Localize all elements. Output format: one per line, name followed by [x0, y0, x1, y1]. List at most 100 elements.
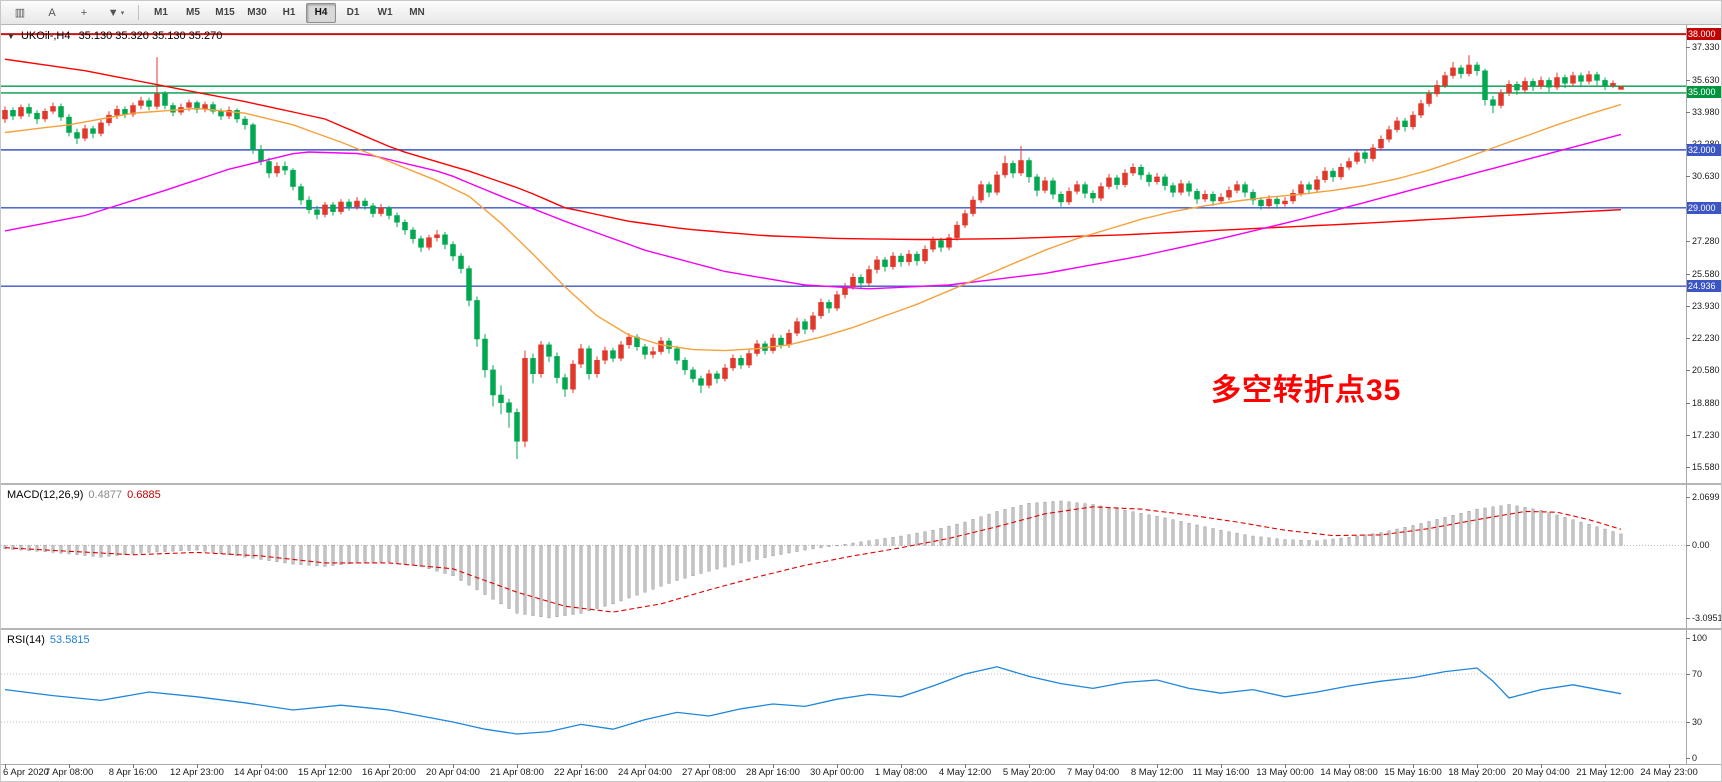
time-axis-label: 21 Apr 08:00: [490, 767, 544, 778]
axis-tick: [965, 764, 966, 768]
chart-type-icon[interactable]: ▼ ▾: [101, 3, 131, 23]
chart-type-glyph: ▼: [107, 6, 119, 19]
time-axis-label: 14 Apr 04:00: [234, 767, 288, 778]
crosshair-tool-icon[interactable]: +: [80, 6, 88, 19]
time-axis-label: 5 May 20:00: [1002, 767, 1056, 778]
price-axis-label: 27.280: [1692, 235, 1720, 246]
axis-tick: [69, 764, 70, 768]
macd-chart-svg[interactable]: [1, 485, 1722, 628]
axis-tick: [1686, 617, 1690, 619]
timeframe-button-m15[interactable]: M15: [215, 7, 235, 18]
chart-annotation[interactable]: 多空转折点35: [1211, 374, 1402, 407]
panel-splitter[interactable]: [1, 483, 1721, 485]
text-tool-icon[interactable]: A: [48, 6, 56, 19]
collapse-arrow-icon[interactable]: ▼: [7, 32, 15, 41]
price-axis-label: 37.330: [1692, 42, 1720, 52]
chart-window-icon[interactable]: ▥: [14, 7, 26, 19]
axis-tick: [1686, 403, 1690, 405]
rsi-indicator-label: RSI(14) 53.5815: [7, 634, 90, 646]
rsi-panel[interactable]: [1, 630, 1722, 764]
symbol-period-label: UKOil-,H4: [20, 30, 71, 42]
axis-tick: [1349, 764, 1350, 768]
time-axis-label: 7 May 04:00: [1066, 767, 1120, 778]
timeframe-button-m1[interactable]: M1: [154, 7, 168, 18]
time-axis-label: 7 Apr 08:00: [44, 767, 94, 778]
price-chart-panel[interactable]: [1, 25, 1722, 483]
axis-tick: [517, 764, 518, 768]
axis-tick: [1686, 79, 1690, 81]
time-axis-label: 30 Apr 00:00: [810, 767, 864, 778]
axis-tick: [773, 764, 774, 768]
timeframe-button-m30[interactable]: M30: [247, 7, 267, 18]
price-axis-label: 15.580: [1692, 461, 1720, 472]
price-axis-label: 23.930: [1692, 300, 1720, 311]
time-axis-label: 24 May 23:00: [1640, 767, 1698, 778]
axis-tick: [645, 764, 646, 768]
axis-tick: [1686, 47, 1690, 48]
axis-tick: [1686, 758, 1690, 759]
axis-tick: [1029, 764, 1030, 768]
axis-tick: [1413, 764, 1414, 768]
rsi-axis-label: 30: [1692, 717, 1703, 727]
axis-tick: [1686, 466, 1690, 468]
toolbar: ▥ A + ▼ ▾ M1 M5 M15 M30 H1 H4 D1 W1 MN: [1, 1, 1721, 25]
time-axis-label: 15 May 16:00: [1384, 767, 1442, 778]
macd-axis-label: 0.00: [1692, 540, 1710, 551]
price-axis-label: 35.630: [1692, 74, 1720, 85]
timeframe-button-h4[interactable]: H4: [306, 2, 336, 23]
axis-tick: [325, 764, 326, 768]
price-axis-border: [1686, 25, 1687, 764]
time-axis-label: 8 Apr 16:00: [108, 767, 158, 778]
rsi-value: 53.5815: [49, 634, 90, 646]
axis-tick: [1686, 176, 1690, 178]
time-axis-label: 21 May 12:00: [1576, 767, 1634, 778]
price-chart-svg[interactable]: [1, 25, 1722, 483]
time-axis-label: 27 Apr 08:00: [682, 767, 736, 778]
rsi-axis-label: 100: [1692, 633, 1708, 643]
macd-signal-value: 0.6885: [127, 489, 161, 501]
axis-tick: [133, 764, 134, 768]
time-axis-label: 8 May 12:00: [1130, 767, 1184, 778]
rsi-axis-label: 0: [1692, 753, 1698, 763]
time-axis-label: 13 May 00:00: [1256, 767, 1314, 778]
time-axis-label: 15 Apr 12:00: [298, 767, 352, 778]
macd-axis-label: 2.0699: [1692, 491, 1720, 502]
price-badge-24.936: 24.936: [1687, 280, 1721, 293]
time-axis-label: 4 May 12:00: [938, 767, 992, 778]
time-axis-label: 11 May 16:00: [1192, 767, 1250, 778]
price-axis-label: 20.580: [1692, 365, 1720, 376]
time-axis-label: 12 Apr 23:00: [170, 767, 224, 778]
axis-tick: [1686, 338, 1690, 340]
timeframe-button-d1[interactable]: D1: [346, 7, 360, 18]
time-axis-border: [1, 764, 1721, 765]
price-badge-38.000: 38.000: [1687, 28, 1721, 41]
toolbar-separator: [138, 5, 139, 20]
time-axis-label: 1 May 08:00: [874, 767, 928, 778]
price-axis-label: 22.230: [1692, 333, 1720, 344]
axis-tick: [1541, 764, 1542, 768]
axis-tick: [5, 764, 6, 768]
price-axis-label: 33.980: [1692, 106, 1720, 117]
macd-panel[interactable]: [1, 485, 1722, 628]
time-axis-label: 24 Apr 04:00: [618, 767, 672, 778]
axis-tick: [1285, 764, 1286, 768]
axis-tick: [389, 764, 390, 768]
rsi-axis-label: 70: [1692, 669, 1703, 679]
timeframe-button-mn[interactable]: MN: [409, 7, 425, 18]
axis-tick: [1686, 370, 1690, 372]
price-axis-label: 30.630: [1692, 171, 1720, 182]
axis-tick: [581, 764, 582, 768]
panel-splitter[interactable]: [1, 628, 1721, 630]
macd-indicator-label: MACD(12,26,9) 0.4877 0.6885: [7, 489, 161, 501]
axis-tick: [1157, 764, 1158, 768]
timeframe-button-h1[interactable]: H1: [282, 7, 296, 18]
rsi-chart-svg[interactable]: [1, 630, 1722, 764]
axis-tick: [261, 764, 262, 768]
timeframe-button-m5[interactable]: M5: [186, 7, 200, 18]
macd-main-value: 0.4877: [88, 489, 123, 501]
axis-tick: [1221, 764, 1222, 768]
time-axis-label: 16 Apr 20:00: [362, 767, 416, 778]
timeframe-button-w1[interactable]: W1: [377, 7, 393, 18]
axis-tick: [1686, 240, 1690, 242]
